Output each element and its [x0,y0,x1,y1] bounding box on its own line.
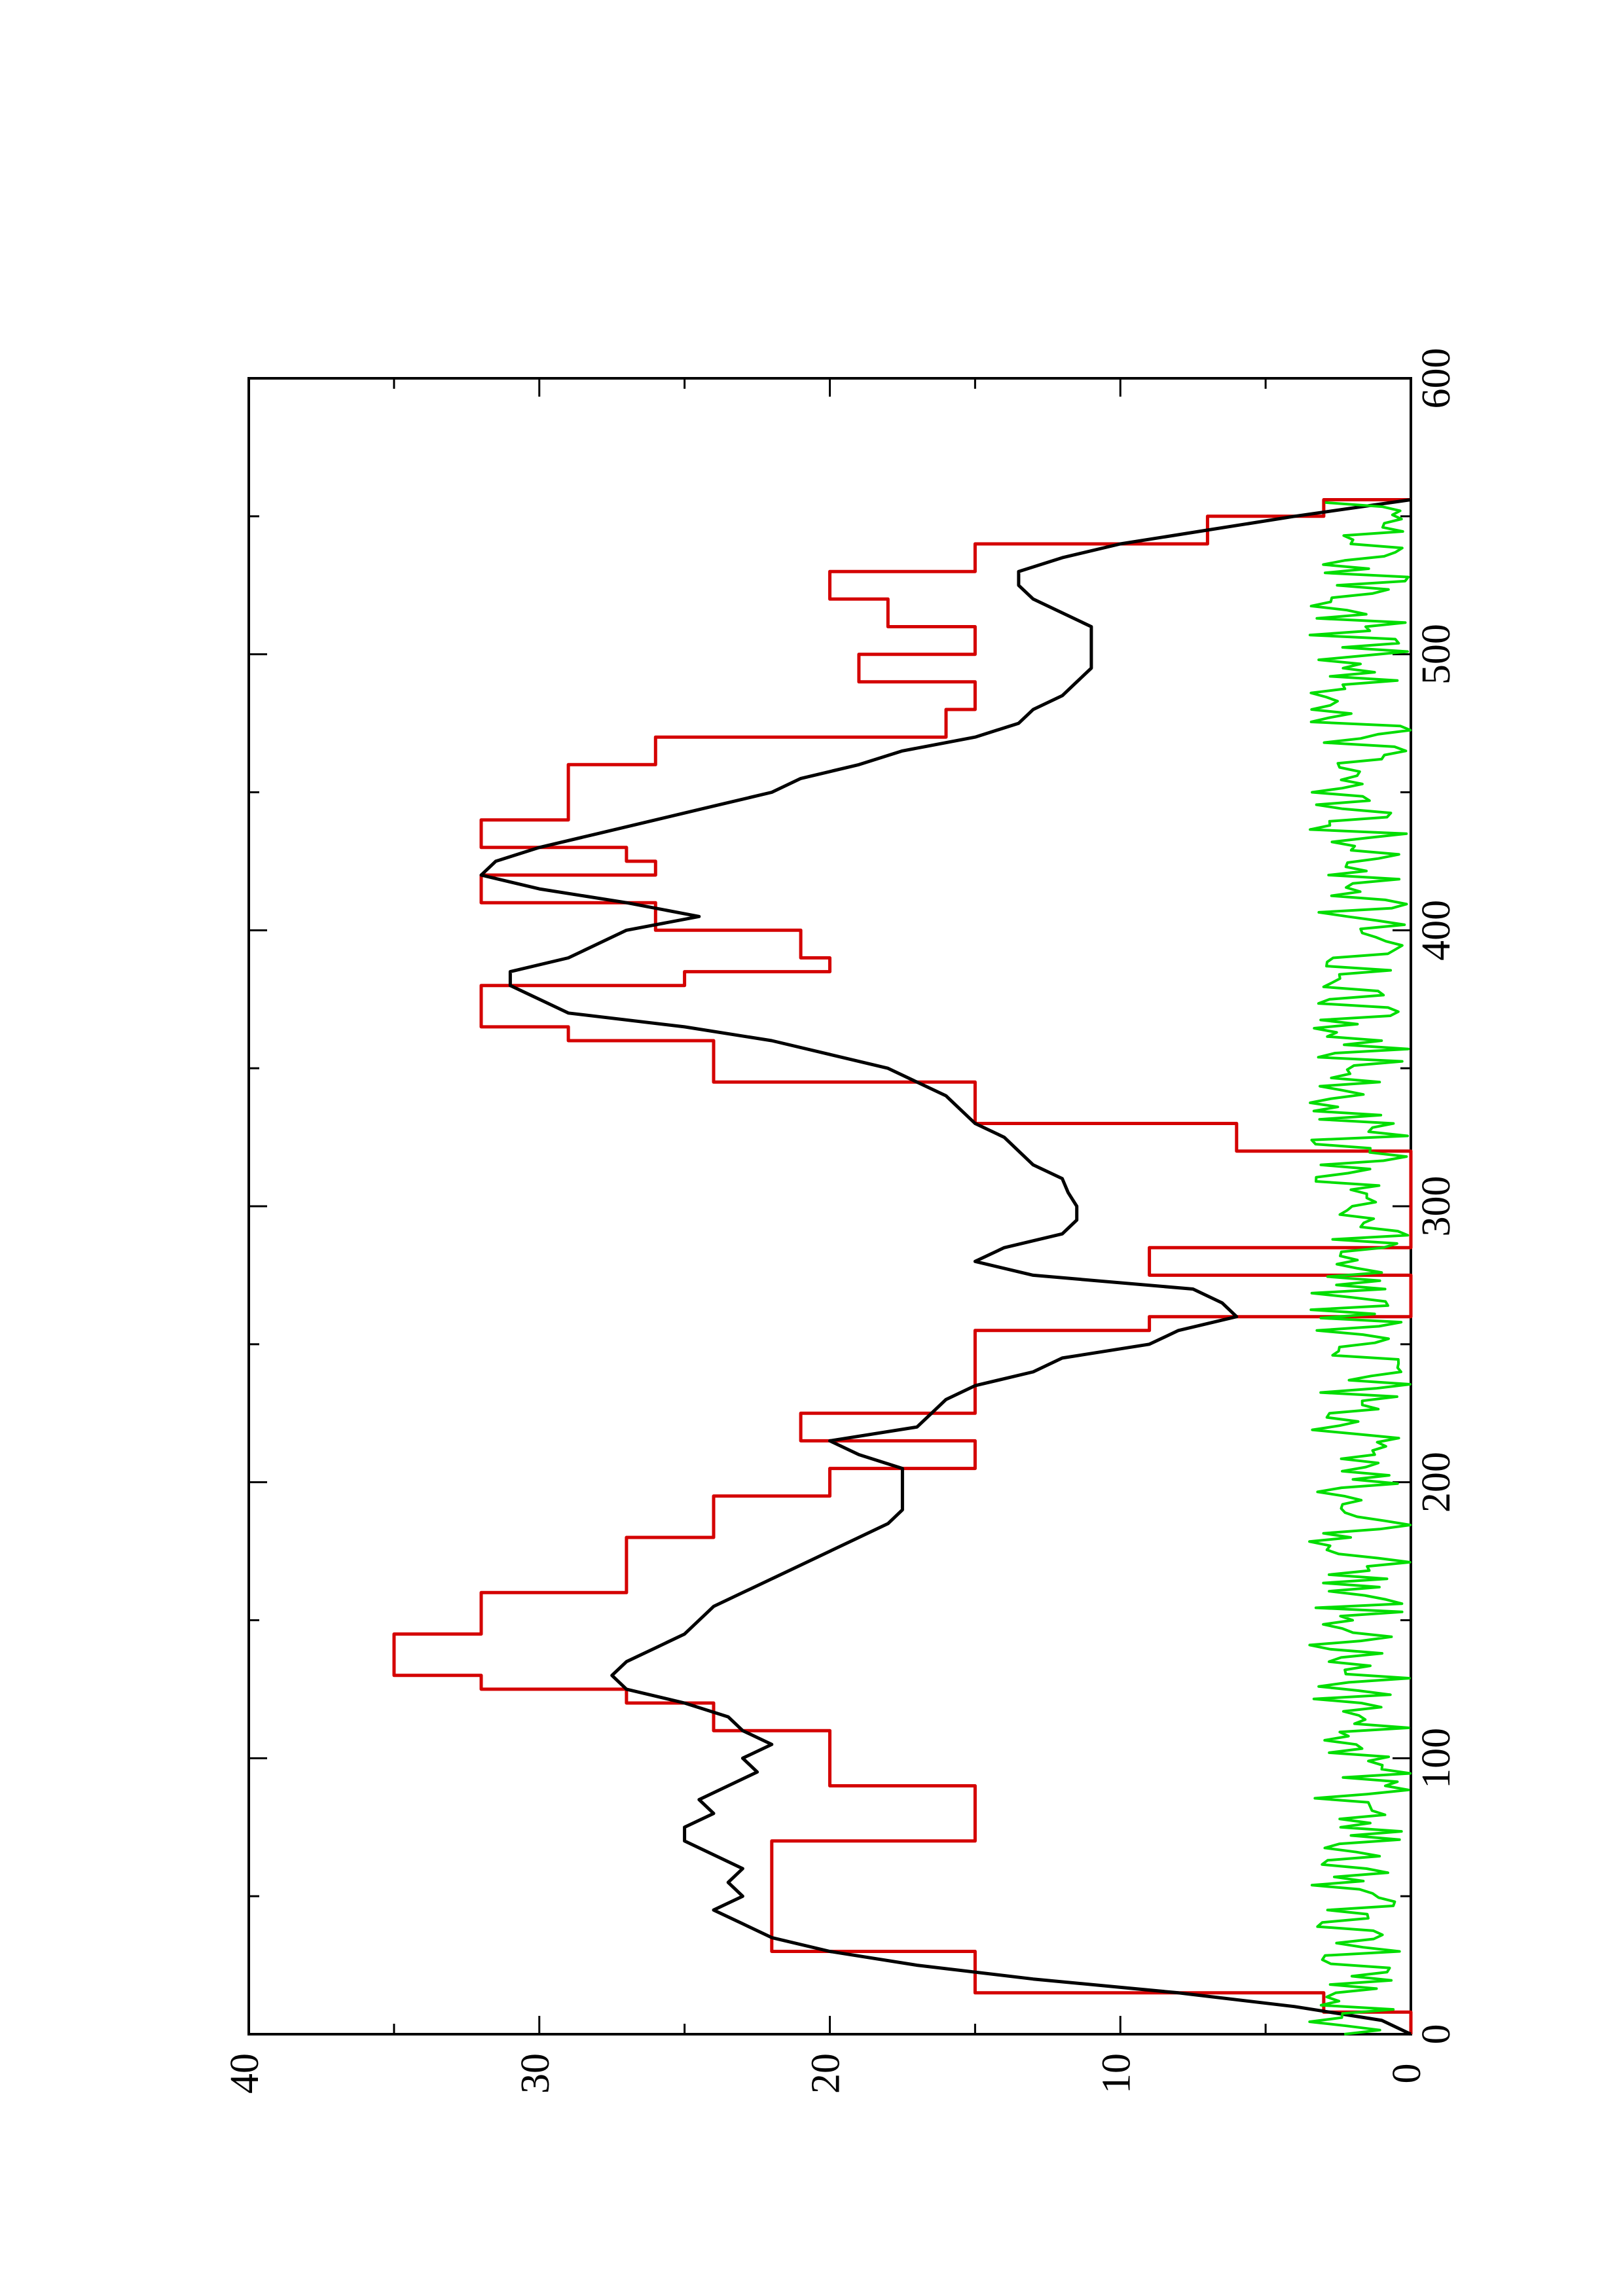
y-tick-label: 10 [1094,2053,1139,2094]
x-tick-label: 400 [1414,900,1459,961]
series-line-3 [1308,501,1412,2036]
x-tick-label: 100 [1414,1728,1459,1789]
x-tick-label: 0 [1414,2024,1459,2045]
ticks [247,377,1412,2036]
tick-labels: 0 100 200 300 400 500 600 0 10 20 30 40 [223,348,1459,2094]
y-tick-label: 20 [804,2053,848,2094]
y-tick-label: 30 [513,2053,558,2094]
x-tick-label: 500 [1414,624,1459,685]
x-tick-label: 600 [1414,348,1459,409]
y-tick-label: 0 [1385,2064,1429,2084]
series-line-1 [392,498,1413,2034]
x-tick-label: 200 [1414,1452,1459,1513]
series-line-2 [479,498,1412,2036]
x-tick-label: 300 [1414,1176,1459,1237]
y-tick-label: 40 [223,2053,267,2094]
series-layer [392,498,1413,2036]
